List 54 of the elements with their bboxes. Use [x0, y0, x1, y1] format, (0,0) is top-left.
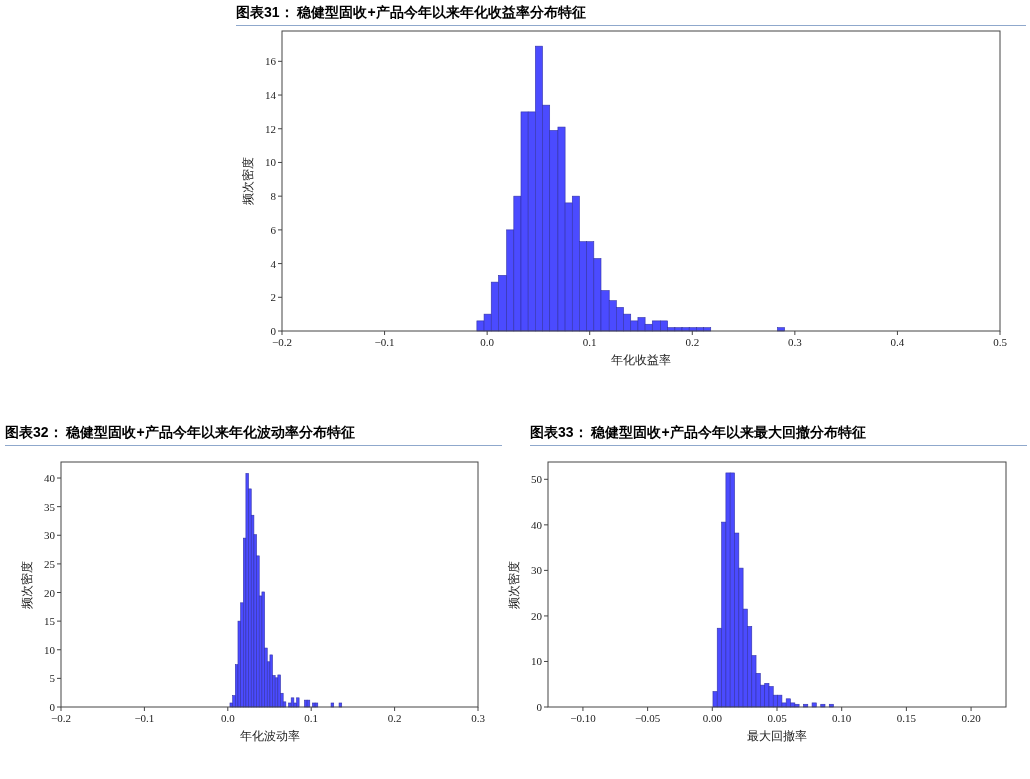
y-tick-label: 40 — [531, 518, 543, 531]
x-tick-label: 0.4 — [890, 336, 905, 348]
y-tick-label: 2 — [270, 291, 276, 304]
y-tick-label: 16 — [265, 55, 277, 68]
x-tick-label: 0.2 — [387, 712, 402, 724]
y-tick-label: 20 — [44, 586, 56, 599]
y-tick-label: 35 — [44, 500, 56, 513]
y-tick-label: 0 — [49, 701, 56, 713]
y-tick-label: 40 — [44, 472, 56, 485]
x-tick-label: 0.20 — [961, 712, 982, 724]
x-tick-label: 0.1 — [304, 712, 319, 724]
x-axis-title: 年化收益率 — [611, 353, 671, 367]
chart-title: 图表33： 稳健型固收+产品今年以来最大回撤分布特征 — [530, 424, 1027, 446]
y-tick-label: 4 — [270, 257, 277, 270]
x-tick-label: 0.2 — [685, 336, 700, 348]
y-axis-title: 频次密度 — [241, 157, 255, 205]
y-tick-label: 6 — [270, 223, 277, 236]
y-tick-label: 10 — [44, 643, 56, 656]
x-tick-label: −0.1 — [374, 336, 395, 348]
y-tick-label: 25 — [44, 557, 56, 570]
y-tick-label: 8 — [270, 190, 277, 203]
chart-title: 图表32： 稳健型固收+产品今年以来年化波动率分布特征 — [5, 424, 502, 446]
x-tick-label: −0.2 — [272, 336, 292, 348]
x-tick-label: 0.3 — [471, 712, 486, 724]
x-tick-label: 0.15 — [896, 712, 917, 724]
x-tick-label: 0.3 — [787, 336, 803, 348]
y-tick-label: 30 — [44, 529, 56, 542]
x-axis-title: 年化波动率 — [239, 729, 300, 743]
x-tick-label: −0.10 — [570, 712, 597, 724]
chart-title: 图表31： 稳健型固收+产品今年以来年化收益率分布特征 — [236, 4, 1026, 26]
x-tick-label: 0.00 — [702, 712, 723, 724]
y-tick-label: 10 — [265, 156, 277, 169]
y-axis-title: 频次密度 — [507, 560, 521, 609]
y-tick-label: 0 — [270, 325, 277, 337]
y-tick-label: 15 — [44, 615, 56, 628]
x-tick-label: −0.05 — [634, 712, 661, 724]
x-tick-label: 0.1 — [582, 336, 597, 348]
x-tick-label: −0.2 — [51, 712, 71, 724]
y-tick-label: 14 — [265, 89, 277, 102]
x-tick-label: 0.5 — [993, 336, 1008, 348]
y-tick-label: 30 — [531, 564, 543, 577]
x-tick-label: 0.0 — [480, 336, 495, 348]
y-axis-title: 频次密度 — [20, 560, 34, 609]
y-tick-label: 50 — [531, 473, 543, 486]
x-tick-label: 0.0 — [220, 712, 236, 724]
y-tick-label: 12 — [265, 122, 276, 135]
x-tick-label: 0.10 — [832, 712, 852, 724]
y-tick-label: 0 — [536, 701, 543, 713]
y-tick-label: 10 — [531, 655, 543, 668]
x-tick-label: 0.05 — [767, 712, 788, 724]
x-tick-label: −0.1 — [134, 712, 155, 724]
y-tick-label: 20 — [531, 609, 543, 622]
x-axis-title: 最大回撤率 — [747, 729, 807, 743]
y-tick-label: 5 — [49, 672, 56, 685]
